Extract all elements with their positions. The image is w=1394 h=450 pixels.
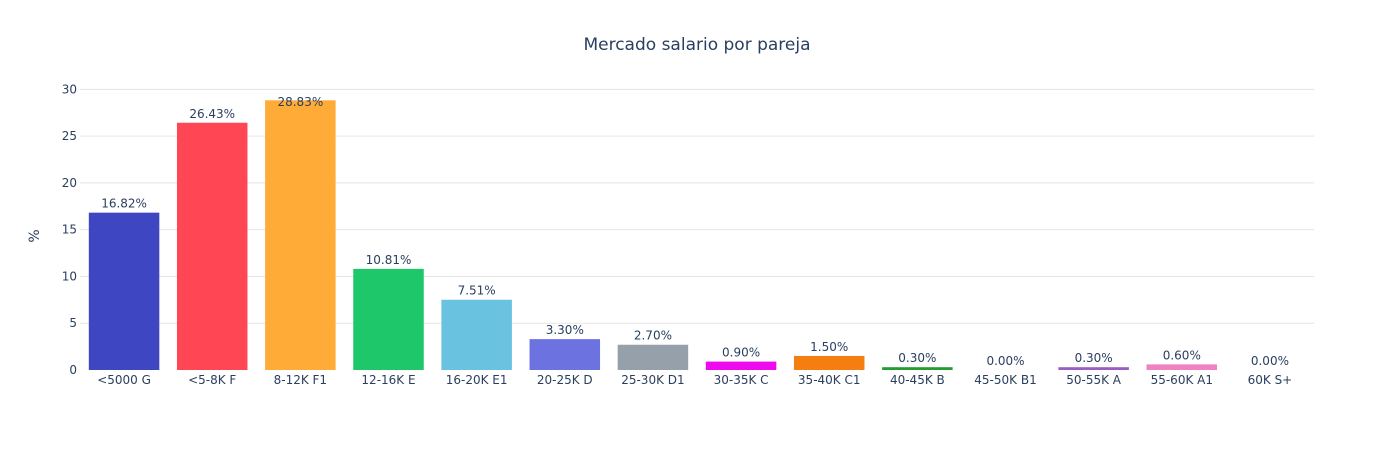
x-tick-label: 30-35K C <box>714 373 769 387</box>
y-tick-label: 10 <box>62 269 77 283</box>
bar[interactable] <box>617 344 689 370</box>
y-tick-label: 0 <box>69 363 77 377</box>
chart-title: Mercado salario por pareja <box>583 35 810 55</box>
bar-value-label: 2.70% <box>634 329 672 343</box>
bar[interactable] <box>353 268 424 370</box>
x-tick-label: 25-30K D1 <box>621 373 684 387</box>
x-tick-label: 40-45K B <box>890 373 945 387</box>
y-tick-label: 30 <box>62 82 77 96</box>
bar[interactable] <box>529 339 601 370</box>
bar[interactable] <box>882 367 953 370</box>
bar-value-label: 3.30% <box>546 323 584 337</box>
y-tick-label: 20 <box>62 176 77 190</box>
bar[interactable] <box>265 100 336 371</box>
bar-value-label: 10.81% <box>366 253 412 267</box>
bar[interactable] <box>705 361 777 370</box>
x-tick-label: 8-12K F1 <box>274 373 327 387</box>
bar-value-label: 28.83% <box>277 95 323 109</box>
bar[interactable] <box>1146 364 1218 370</box>
x-tick-label: 55-60K A1 <box>1151 373 1213 387</box>
bar[interactable] <box>793 355 865 370</box>
bar[interactable] <box>1058 367 1129 370</box>
bar-value-label: 0.30% <box>898 351 936 365</box>
bar-value-label: 0.00% <box>1251 354 1289 368</box>
x-tick-label: <5000 G <box>97 373 151 387</box>
x-tick-label: 12-16K E <box>361 373 415 387</box>
bar-value-label: 0.60% <box>1163 348 1201 362</box>
x-tick-label: 50-55K A <box>1066 373 1122 387</box>
x-tick-label: 20-25K D <box>537 373 593 387</box>
bar-value-label: 7.51% <box>458 284 496 298</box>
bar[interactable] <box>441 299 512 370</box>
y-tick-label: 5 <box>69 316 77 330</box>
bar[interactable] <box>176 122 248 370</box>
bar-value-labels: 16.82% 26.43% 28.83% 10.81% 7.51% 3.30% 2.70% 0… <box>101 95 1289 368</box>
bar-value-label: 26.43% <box>189 107 235 121</box>
y-tick-label: 25 <box>62 129 77 143</box>
bar-value-label: 16.82% <box>101 197 147 211</box>
x-tick-label: 45-50K B1 <box>974 373 1036 387</box>
y-axis-ticks: 0 5 10 15 20 25 30 <box>62 82 77 377</box>
bar[interactable] <box>88 212 160 370</box>
x-tick-label: 35-40K C1 <box>798 373 861 387</box>
bar-value-label: 0.90% <box>722 346 760 360</box>
bar-value-label: 1.50% <box>810 340 848 354</box>
y-tick-label: 15 <box>62 223 77 237</box>
bar-value-label: 0.00% <box>986 354 1024 368</box>
x-tick-label: <5-8K F <box>188 373 236 387</box>
bar-value-label: 0.30% <box>1075 351 1113 365</box>
y-axis-title: % <box>27 229 43 242</box>
bars <box>88 100 1218 371</box>
x-tick-label: 16-20K E1 <box>446 373 508 387</box>
x-tick-label: 60K S+ <box>1248 373 1293 387</box>
x-axis-ticks: <5000 G <5-8K F 8-12K F1 12-16K E 16-20K E1 2… <box>97 373 1292 387</box>
